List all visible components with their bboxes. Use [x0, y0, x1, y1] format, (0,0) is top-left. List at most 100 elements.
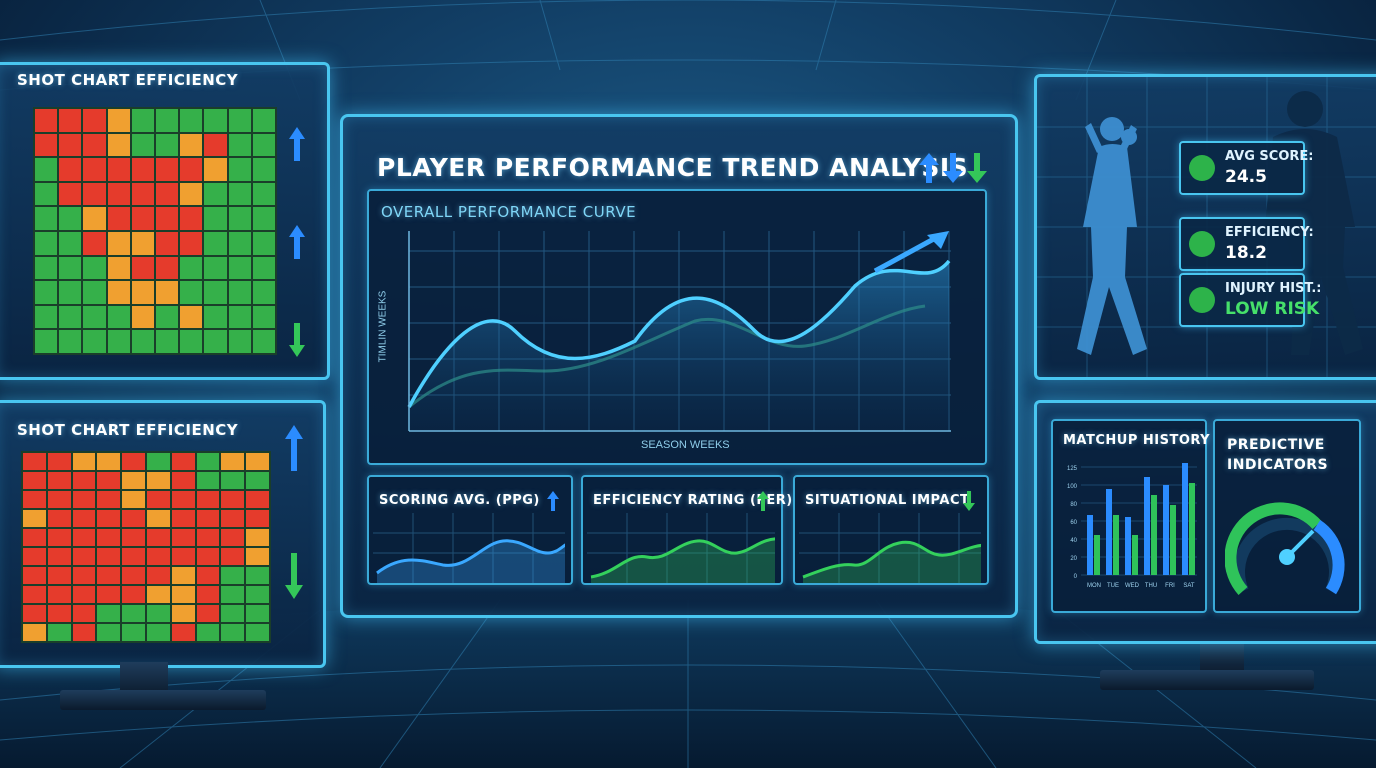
trend-arrows-icon — [919, 153, 991, 188]
heatmap-cell — [47, 586, 71, 603]
heatmap-cell — [171, 510, 195, 527]
heatmap-cell — [72, 605, 96, 622]
heatmap-cell — [204, 182, 227, 206]
heatmap-cell — [122, 510, 145, 527]
heatmap-cell — [228, 133, 251, 157]
heatmap-cell — [35, 232, 58, 255]
heatmap-cell — [97, 624, 121, 641]
heatmap-cell — [35, 330, 58, 353]
heatmap-cell — [97, 529, 121, 546]
matchup-bar-chart: 125 100 80 60 40 20 0 MON TUE WED THU FRI SAT — [1067, 463, 1197, 589]
heatmap-cell — [196, 529, 220, 546]
heatmap-cell — [59, 232, 82, 255]
heatmap-cell — [228, 256, 251, 280]
monitor-base — [60, 690, 266, 710]
mini-chart-card: SCORING AVG. (PPG) — [367, 475, 573, 585]
stat-value: 18.2 — [1225, 243, 1267, 263]
heatmap-cell — [180, 305, 203, 329]
player-stats-panel: AVG SCORE: 24.5 EFFICIENCY: 18.2 INJURY HIST… — [1034, 74, 1376, 380]
heatmap-cell — [97, 510, 121, 527]
predictive-title-line1: PREDICTIVE — [1227, 437, 1325, 453]
heatmap-cell — [47, 624, 71, 641]
mini-chart-label: SCORING AVG. (PPG) — [379, 493, 540, 508]
heatmap-cell — [107, 305, 130, 329]
heatmap-cell — [107, 133, 130, 157]
heatmap-cell — [131, 207, 154, 230]
heatmap-cell — [228, 207, 251, 230]
heatmap-cell — [59, 207, 82, 230]
matchup-y-tick: 100 — [1067, 484, 1078, 490]
heatmap-cell — [246, 567, 269, 584]
y-axis-label: TIMLIN WEEKS — [377, 290, 389, 363]
mini-chart-label: EFFICIENCY RATING (PER) — [593, 493, 793, 508]
matchup-y-tick: 40 — [1070, 538, 1077, 544]
main-title: PLAYER PERFORMANCE TREND ANALYSIS — [377, 153, 969, 182]
shot-chart-panel-top: SHOT CHART EFFICIENCY — [0, 62, 330, 380]
predictive-title-line2: INDICATORS — [1227, 457, 1329, 473]
heatmap-cell — [171, 472, 195, 489]
heatmap-cell — [35, 207, 58, 230]
heatmap-cell — [252, 158, 275, 181]
heatmap-cell — [196, 567, 220, 584]
heatmap-cell — [156, 182, 179, 206]
heatmap-cell — [122, 491, 145, 508]
stat-card: EFFICIENCY: 18.2 — [1179, 217, 1314, 271]
heatmap-cell — [221, 548, 245, 565]
main-trend-panel: PLAYER PERFORMANCE TREND ANALYSIS OVERAL… — [340, 114, 1018, 618]
heatmap-cell — [59, 109, 82, 132]
heatmap-cell — [196, 510, 220, 527]
trend-up-icon — [285, 425, 303, 476]
heatmap-cell — [83, 256, 106, 280]
heatmap-cell — [171, 567, 195, 584]
heatmap-cell — [59, 305, 82, 329]
heatmap-cell — [72, 453, 96, 470]
football-icon — [1189, 231, 1215, 257]
matchup-history-card: MATCHUP HISTORY 125 100 80 60 40 20 0 MON TUE WED… — [1051, 419, 1211, 613]
heatmap-cell — [180, 182, 203, 206]
heatmap-cell — [180, 207, 203, 230]
heatmap-cell — [146, 567, 170, 584]
heatmap-cell — [156, 158, 179, 181]
matchup-bar — [1151, 495, 1157, 575]
heatmap-cell — [180, 281, 203, 304]
heatmap-cell — [72, 624, 96, 641]
heatmap-cell — [107, 232, 130, 255]
heatmap-cell — [83, 182, 106, 206]
heatmap-cell — [252, 109, 275, 132]
heatmap-cell — [72, 529, 96, 546]
heatmap-cell — [180, 158, 203, 181]
monitor-base — [1100, 670, 1314, 690]
stat-value: LOW RISK — [1225, 299, 1320, 319]
heatmap-cell — [131, 133, 154, 157]
heatmap-cell — [47, 529, 71, 546]
heatmap-cell — [204, 158, 227, 181]
heatmap-cell — [23, 586, 46, 603]
heatmap-cell — [246, 453, 269, 470]
heatmap-cell — [83, 109, 106, 132]
heatmap-cell — [146, 472, 170, 489]
heatmap-cell — [131, 305, 154, 329]
trend-up-icon — [289, 127, 305, 166]
heatmap-cell — [35, 133, 58, 157]
basketball-icon — [1189, 155, 1215, 181]
heatmap-cell — [59, 256, 82, 280]
heatmap-cell — [246, 510, 269, 527]
heatmap-cell — [246, 548, 269, 565]
heatmap-cell — [204, 232, 227, 255]
heatmap-cell — [196, 453, 220, 470]
heatmap-cell — [221, 586, 245, 603]
x-axis-label: SEASON WEEKS — [641, 439, 730, 451]
matchup-title: MATCHUP HISTORY — [1063, 433, 1211, 448]
matchup-day-label: THU — [1145, 583, 1157, 589]
heatmap-cell — [228, 158, 251, 181]
heatmap-cell — [131, 330, 154, 353]
heatmap-cell — [204, 305, 227, 329]
heatmap-cell — [221, 491, 245, 508]
basketball-player-silhouette — [1077, 117, 1147, 355]
heatmap-cell — [228, 281, 251, 304]
heatmap-cell — [146, 529, 170, 546]
heatmap-cell — [196, 491, 220, 508]
mini-chart-label: SITUATIONAL IMPACT — [805, 493, 970, 508]
heatmap-cell — [221, 472, 245, 489]
heatmap-cell — [252, 133, 275, 157]
